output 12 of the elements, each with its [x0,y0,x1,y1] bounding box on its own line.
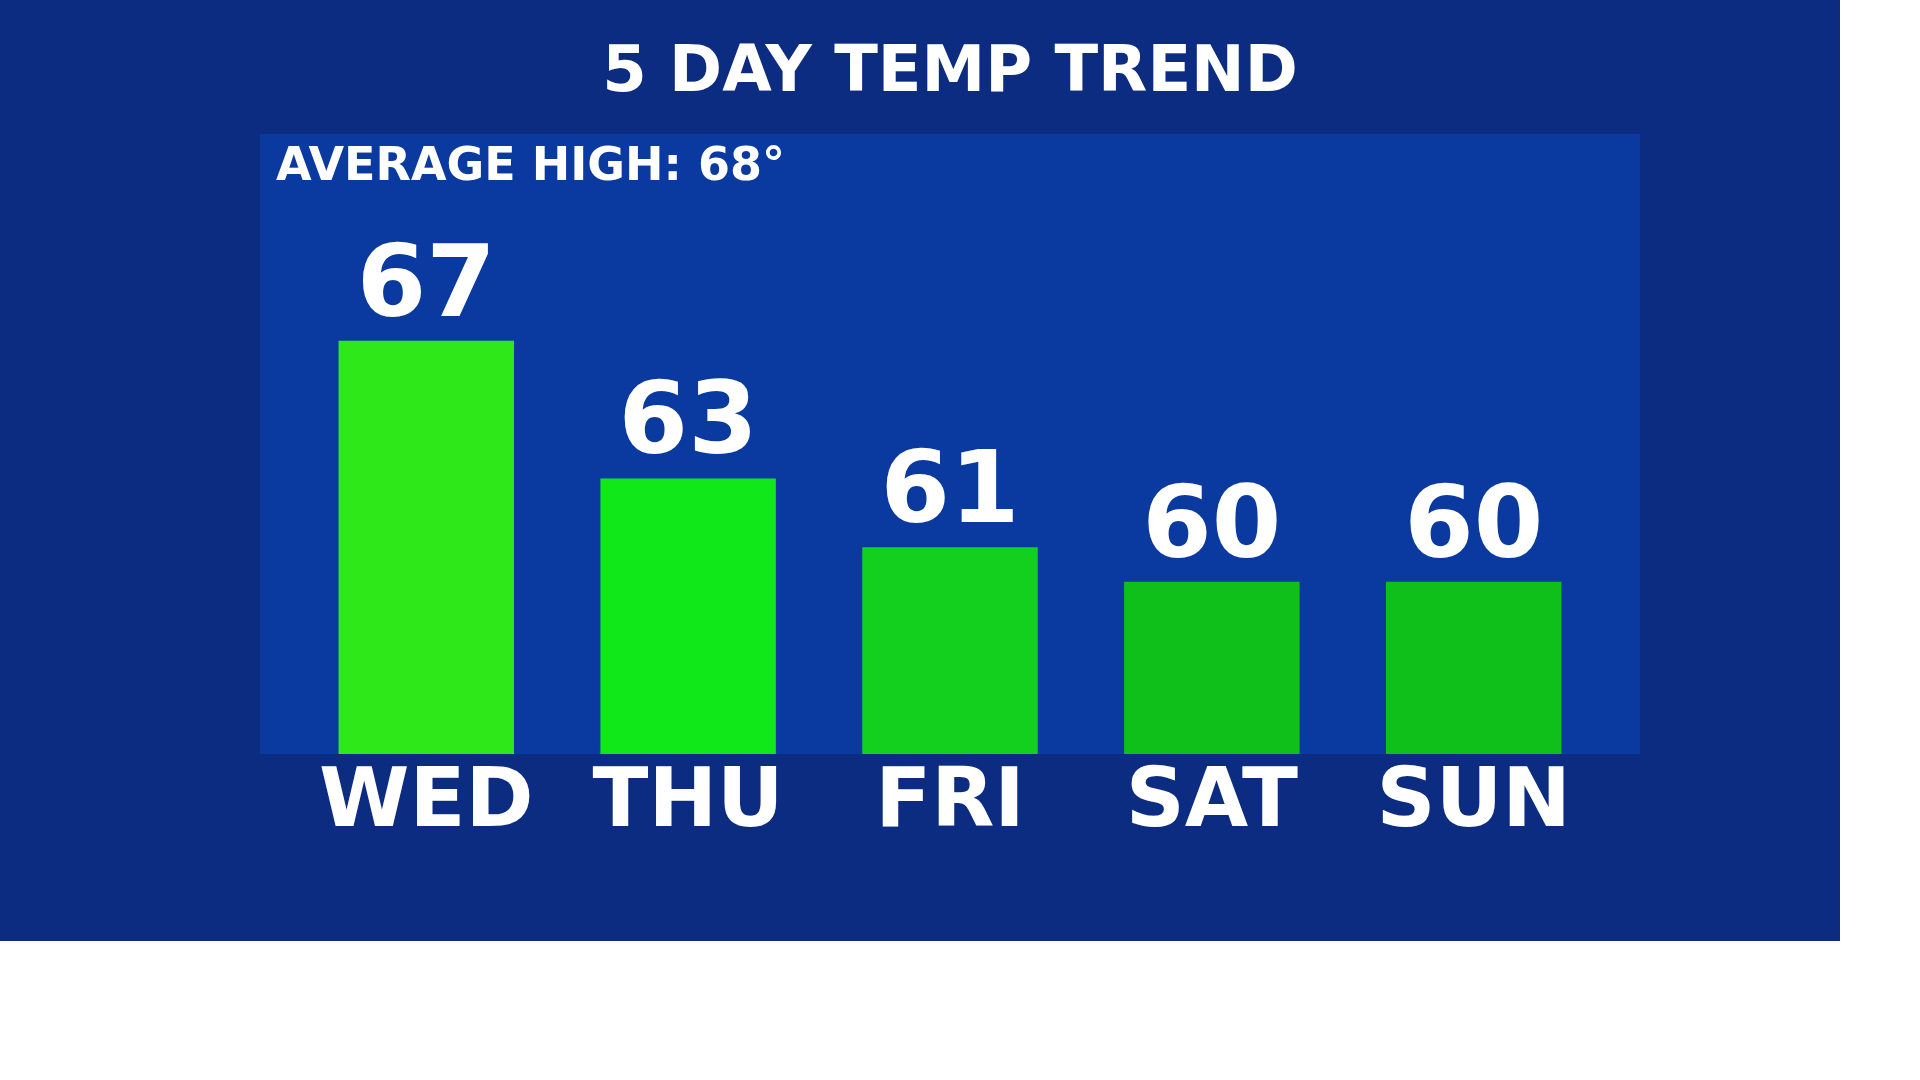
x-tick-label: SUN [1376,749,1571,845]
x-tick-label: SAT [1125,749,1298,845]
data-label: 67 [356,222,496,340]
data-label: 63 [618,360,758,478]
annotation: AVERAGE HIGH: 68° [276,137,786,191]
chart-title: 5 DAY TEMP TREND [602,32,1298,106]
x-tick-label: WED [319,749,534,845]
data-label: 60 [1142,463,1282,581]
x-tick-label: THU [592,749,784,845]
data-label: 60 [1404,463,1544,581]
x-tick-label: FRI [875,749,1025,845]
data-label: 61 [880,429,1020,547]
